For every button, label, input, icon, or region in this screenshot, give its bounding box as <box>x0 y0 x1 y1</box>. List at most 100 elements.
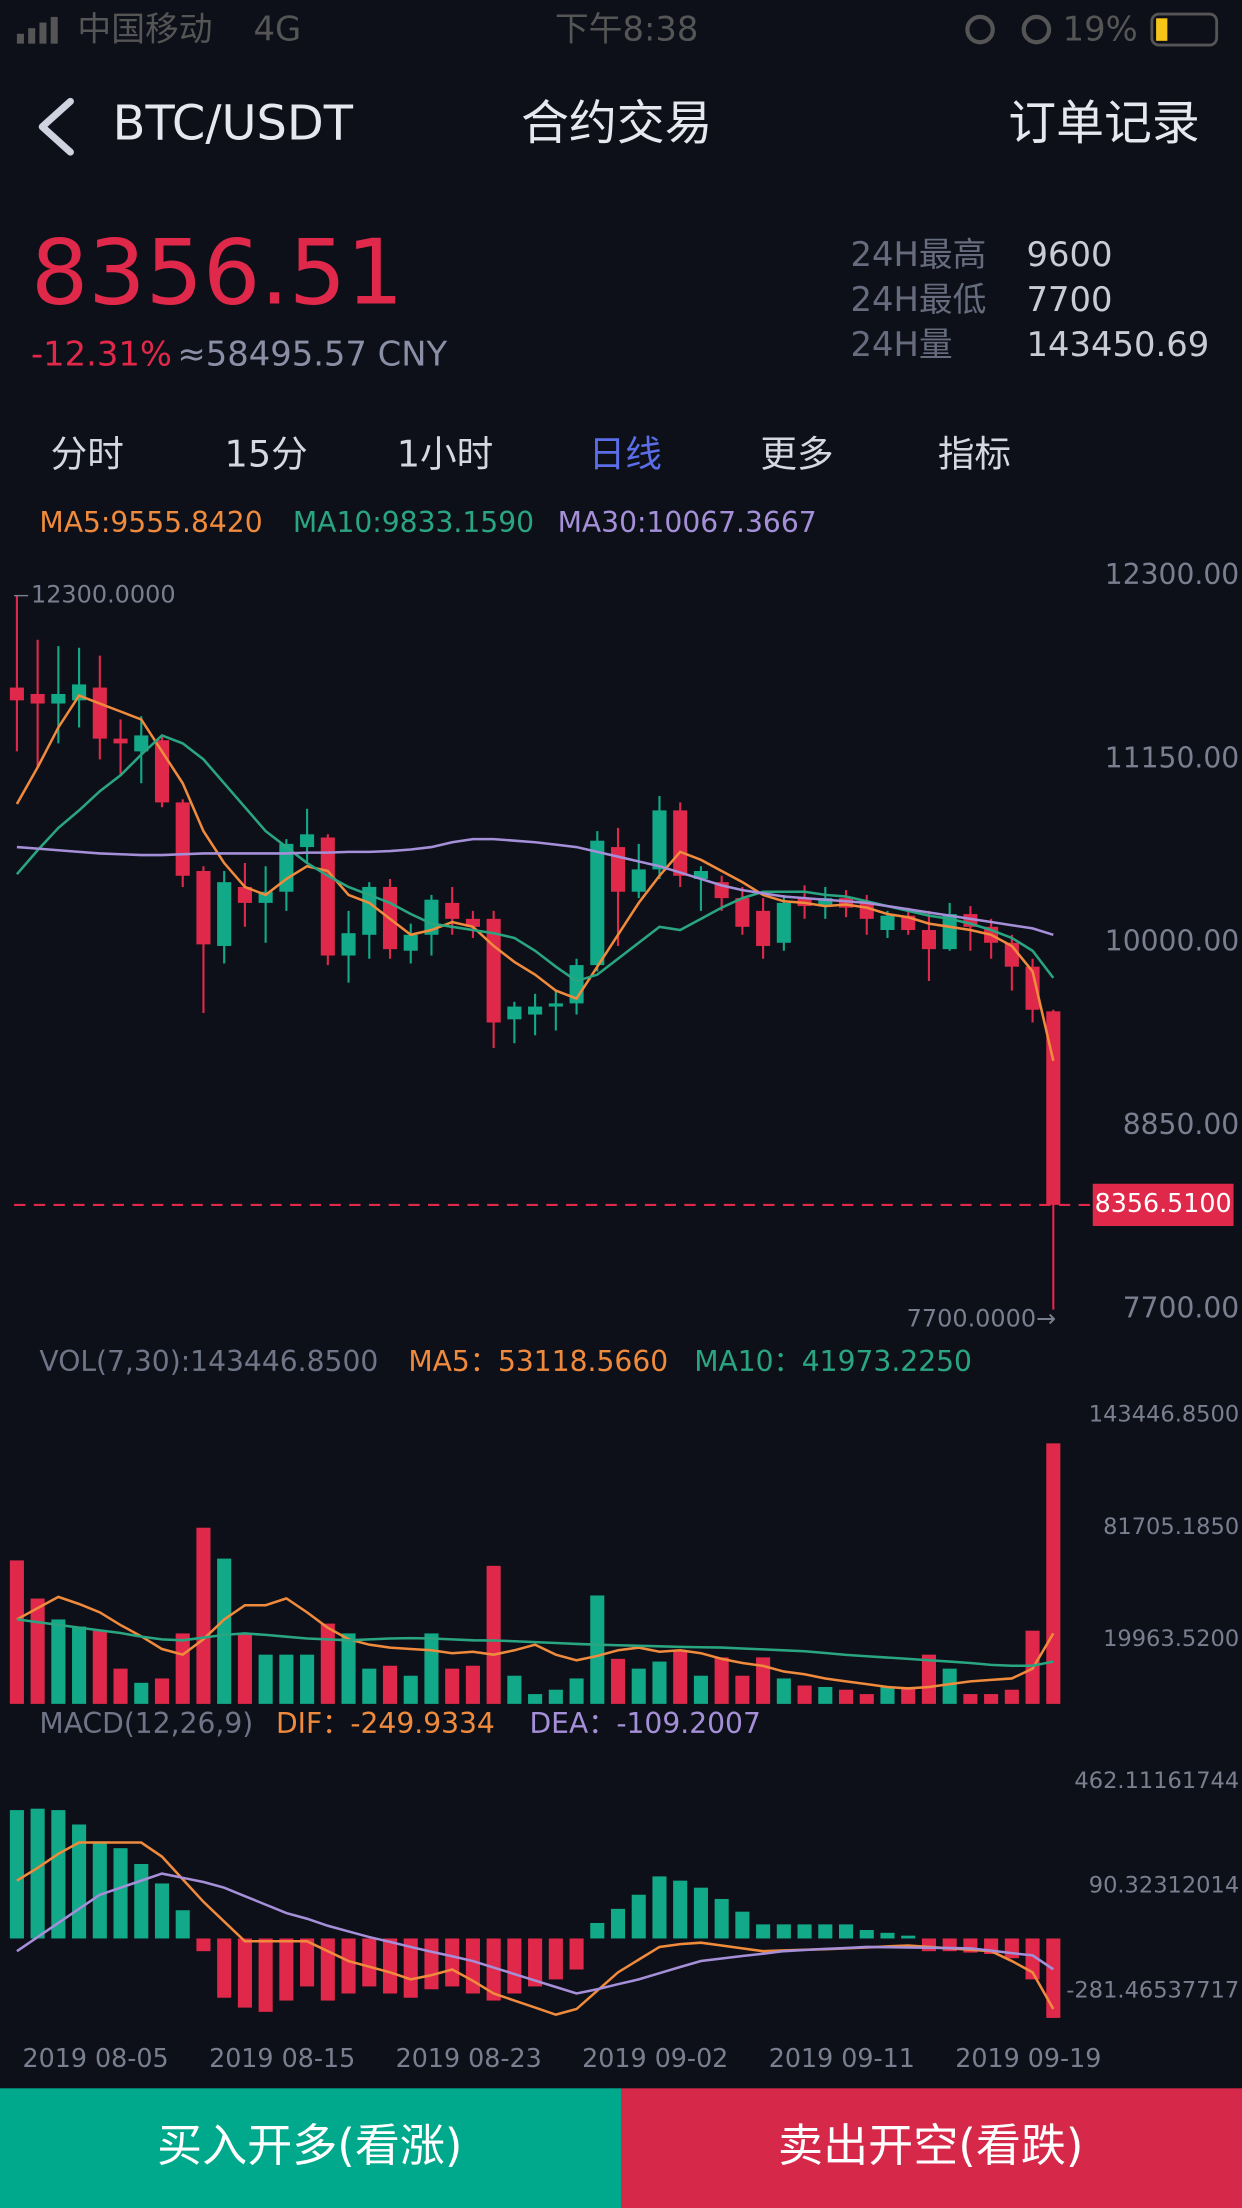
macd-bar <box>818 1924 833 1939</box>
macd-bar <box>610 1908 626 1939</box>
volume-bar <box>196 1527 211 1704</box>
x-tick-label: 2019 08-05 <box>23 2043 169 2073</box>
stat-value: 7700 <box>1027 280 1113 319</box>
macd-bar <box>92 1841 107 1939</box>
volume-bar <box>113 1668 128 1704</box>
macd-bar <box>134 1863 149 1939</box>
macd-bar <box>735 1911 750 1939</box>
price-change: -12.31% <box>31 335 172 374</box>
candle-body <box>424 899 439 935</box>
timeframe-tab[interactable]: 日线 <box>589 433 662 476</box>
timeframe-tab[interactable]: 更多 <box>760 433 833 476</box>
volume-bar <box>92 1630 107 1704</box>
macd-bar <box>776 1924 791 1939</box>
candle-body <box>445 902 460 919</box>
legend-title: MACD(12,26,9) <box>39 1707 253 1740</box>
volume-bar <box>217 1558 232 1704</box>
macd-bar <box>756 1924 771 1939</box>
volume-bar <box>486 1565 501 1704</box>
volume-bar <box>735 1675 750 1704</box>
alarm-icon <box>1021 14 1052 45</box>
legend-entry: DIF：-249.9334 <box>276 1707 495 1740</box>
volume-bar <box>942 1668 957 1704</box>
signal-bar <box>50 16 58 44</box>
macd-bar <box>901 1935 916 1939</box>
volume-bar <box>134 1682 149 1704</box>
macd-bar <box>859 1930 874 1939</box>
orders-link[interactable]: 订单记录 <box>1008 97 1199 152</box>
candle-body <box>465 918 480 927</box>
sell-button[interactable] <box>621 2088 1242 2208</box>
buy-button[interactable] <box>0 2088 621 2208</box>
candle-body <box>237 886 252 903</box>
candle-body <box>300 834 315 848</box>
legend-entry: DEA：-109.2007 <box>529 1707 760 1740</box>
y-tick-label: -281.46537717 <box>1066 1978 1239 2004</box>
volume-bar <box>175 1633 190 1704</box>
macd-bar <box>362 1938 377 1987</box>
volume-bar <box>320 1623 335 1704</box>
candle-body <box>859 902 874 919</box>
volume-bar <box>984 1694 999 1704</box>
legend-entry: MA5:9555.8420 <box>39 506 262 539</box>
volume-bar <box>382 1665 398 1704</box>
macd-bar <box>341 1938 356 1994</box>
last-price-tag <box>1092 1183 1234 1227</box>
candle-body <box>693 870 708 879</box>
volume-bar <box>424 1633 439 1704</box>
battery-percent: 19% <box>1063 9 1138 48</box>
indicator-line <box>16 1618 1054 1668</box>
macd-bar <box>652 1876 667 1939</box>
macd-bar <box>382 1938 398 1994</box>
legend-entry: MA10:9833.1590 <box>293 506 534 539</box>
macd-bar <box>300 1938 315 1987</box>
volume-bar <box>901 1686 916 1704</box>
timeframe-tab[interactable]: 分时 <box>51 433 124 476</box>
timeframe-tab[interactable]: 指标 <box>938 433 1011 476</box>
timeframe-tab[interactable]: 15分 <box>225 433 308 476</box>
macd-bar <box>196 1938 211 1952</box>
macd-bar <box>30 1808 45 1939</box>
candle-body <box>673 810 688 876</box>
macd-bar <box>528 1938 543 1987</box>
candle-body <box>921 930 936 950</box>
candle-body <box>942 914 957 950</box>
candle-body <box>341 933 356 956</box>
indicator-line <box>16 1595 1055 1690</box>
candle-body <box>838 898 854 908</box>
macd-bar <box>693 1887 708 1939</box>
macd-bar <box>51 1810 66 1939</box>
candle-body <box>320 837 335 956</box>
macd-bar <box>1046 1938 1061 2018</box>
macd-bar <box>548 1938 563 1980</box>
candle-body <box>548 1003 563 1007</box>
last-price-label: 8356.5100 <box>1095 1188 1232 1218</box>
candle-body <box>590 840 605 966</box>
back-button[interactable] <box>38 97 74 156</box>
carrier: 中国移动 <box>77 9 212 48</box>
macd-bar <box>175 1910 190 1939</box>
candle-body <box>735 898 750 927</box>
candle-body <box>631 869 646 892</box>
timeframe-tab[interactable]: 1小时 <box>397 433 494 476</box>
legend-title: VOL(7,30):143446.8500 <box>39 1345 378 1378</box>
candle-body <box>507 1006 522 1020</box>
last-price: 8356.51 <box>31 221 404 326</box>
sell-label[interactable]: 卖出开空(看跌) <box>778 2119 1083 2172</box>
volume-bar <box>403 1675 418 1704</box>
signal-bar <box>28 28 36 44</box>
buy-label[interactable]: 买入开多(看涨) <box>157 2119 462 2172</box>
macd-bar <box>113 1848 128 1939</box>
x-tick-label: 2019 09-19 <box>955 2043 1101 2073</box>
y-tick-label: 462.11161744 <box>1074 1768 1239 1794</box>
candle-body <box>403 934 418 951</box>
legend-entry: MA5：53118.5660 <box>408 1345 668 1378</box>
volume-bar <box>714 1657 729 1704</box>
macd-bar <box>507 1938 522 1994</box>
volume-bar <box>818 1686 833 1704</box>
candle-body <box>175 802 190 876</box>
macd-bar <box>838 1924 854 1939</box>
candle-body <box>486 918 501 1023</box>
x-tick-label: 2019 08-23 <box>396 2043 542 2073</box>
